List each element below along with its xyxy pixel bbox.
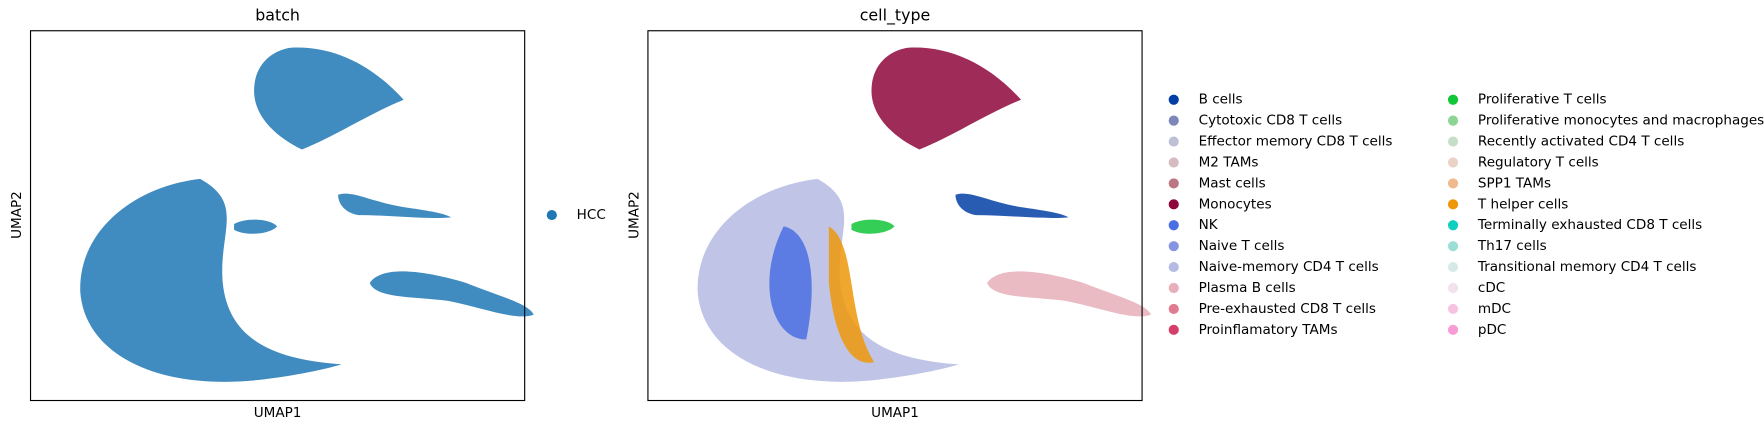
legend-marker bbox=[1447, 220, 1459, 231]
legend-label: Th17 cells bbox=[1477, 238, 1547, 254]
chart-title: cell_type bbox=[860, 6, 931, 26]
legend-label: Proliferative monocytes and macrophages bbox=[1478, 113, 1764, 129]
legend-marker bbox=[1447, 324, 1459, 335]
legend-marker bbox=[1447, 199, 1459, 210]
legend-label: NK bbox=[1199, 217, 1219, 233]
legend-marker bbox=[1168, 115, 1179, 126]
legend-marker bbox=[1168, 199, 1179, 210]
legend-marker bbox=[1168, 136, 1179, 147]
legend-label: Transitional memory CD4 T cells bbox=[1477, 259, 1697, 275]
legend-marker bbox=[1168, 324, 1179, 335]
legend-marker bbox=[1168, 220, 1179, 231]
cluster bbox=[234, 219, 278, 234]
cluster bbox=[80, 178, 342, 382]
cluster bbox=[697, 178, 959, 382]
legend-marker bbox=[1447, 241, 1459, 252]
legend-marker bbox=[1447, 178, 1459, 189]
legend-marker bbox=[1447, 136, 1459, 147]
legend-marker bbox=[1168, 178, 1179, 189]
legend-label: Regulatory T cells bbox=[1478, 154, 1599, 170]
y-axis-label: UMAP2 bbox=[626, 191, 642, 239]
legend-marker bbox=[1168, 282, 1179, 294]
legend-label: cDC bbox=[1478, 280, 1505, 296]
legend-label: Proinflamatory TAMs bbox=[1199, 322, 1338, 338]
legend-label: Effector memory CD8 T cells bbox=[1199, 134, 1393, 150]
legend-marker bbox=[1447, 303, 1459, 315]
legend-label: SPP1 TAMs bbox=[1478, 175, 1551, 191]
cluster bbox=[987, 271, 1152, 317]
axes-frame bbox=[29, 30, 526, 402]
legend-marker bbox=[546, 209, 557, 221]
legend-label: Recently activated CD4 T cells bbox=[1478, 134, 1684, 150]
axes-frame bbox=[647, 30, 1143, 402]
legend-label: Naive T cells bbox=[1199, 238, 1285, 254]
legend-marker bbox=[1168, 94, 1179, 105]
cluster bbox=[871, 47, 1022, 150]
legend-label: Plasma B cells bbox=[1199, 280, 1296, 296]
legend-label: M2 TAMs bbox=[1199, 154, 1259, 170]
cluster bbox=[769, 226, 812, 340]
legend-marker bbox=[1447, 115, 1459, 126]
chart-title: batch bbox=[255, 6, 300, 25]
legend-marker bbox=[1168, 303, 1179, 315]
cluster bbox=[955, 193, 1069, 218]
legend-label: Terminally exhausted CD8 T cells bbox=[1477, 217, 1702, 233]
cluster bbox=[369, 271, 534, 317]
legend-label: Proliferative T cells bbox=[1478, 92, 1607, 108]
legend-marker bbox=[1447, 157, 1459, 168]
legend-label: pDC bbox=[1478, 322, 1507, 338]
legend-label: Monocytes bbox=[1199, 196, 1272, 212]
plot-area bbox=[80, 47, 534, 382]
legend-label: Cytotoxic CD8 T cells bbox=[1199, 113, 1343, 129]
legend-label: HCC bbox=[577, 207, 606, 223]
legend-marker bbox=[1168, 261, 1179, 273]
legend-label: Pre-exhausted CD8 T cells bbox=[1199, 301, 1376, 317]
cluster bbox=[851, 219, 895, 234]
y-axis-label: UMAP2 bbox=[9, 191, 25, 239]
legend-marker bbox=[1447, 282, 1459, 294]
x-axis-label: UMAP1 bbox=[871, 405, 919, 421]
legend-marker bbox=[1447, 261, 1459, 273]
legend-label: Naive-memory CD4 T cells bbox=[1199, 259, 1379, 275]
plot-area bbox=[697, 47, 1152, 382]
cluster bbox=[338, 193, 452, 218]
legend-marker bbox=[1168, 241, 1179, 252]
x-axis-label: UMAP1 bbox=[254, 405, 302, 421]
cluster bbox=[828, 226, 875, 363]
legend-label: Mast cells bbox=[1199, 175, 1266, 191]
cluster bbox=[254, 47, 404, 150]
legend-label: mDC bbox=[1478, 301, 1511, 317]
legend-label: T helper cells bbox=[1477, 196, 1568, 212]
legend-marker bbox=[1447, 94, 1459, 105]
legend-label: B cells bbox=[1199, 92, 1243, 108]
legend-marker bbox=[1168, 157, 1179, 168]
